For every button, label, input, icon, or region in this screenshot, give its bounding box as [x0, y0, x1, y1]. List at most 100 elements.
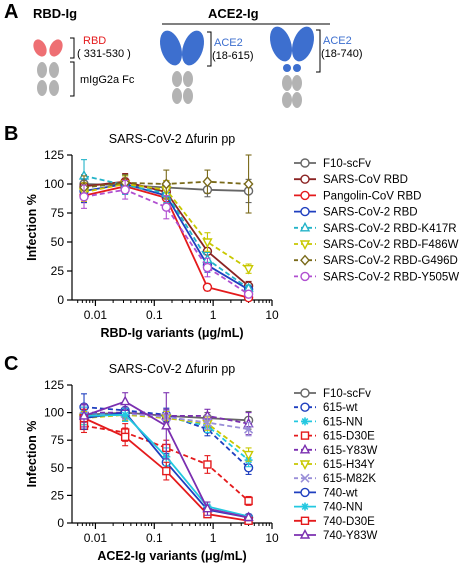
data-point: [120, 432, 130, 442]
legend: F10-scFv 615-wt 615-NN 615-D30E 615-Y83W 615-…: [294, 388, 377, 542]
legend-item: 740-NN: [294, 502, 363, 514]
legend-item: SARS-CoV-2 RBD-K417R: [294, 221, 457, 235]
data-point: [243, 450, 254, 461]
legend-label: SARS-CoV-2 RBD-G496D: [323, 255, 458, 267]
legend-item: Pangolin-CoV RBD: [294, 190, 421, 202]
legend-swatch-marker: [300, 516, 310, 525]
ace2-domain-right: [291, 26, 315, 62]
legend-item: SARS-CoV-2 RBD-Y505W: [294, 271, 459, 283]
panel-c-letter: C: [4, 353, 18, 375]
ace2-label-740: ACE2: [323, 35, 352, 47]
legend-item: 615-wt: [294, 402, 358, 414]
panel-a: A RBD-Ig ACE2-Ig RBD ( 331-530 ) mIgG2a …: [4, 1, 363, 108]
legend-label: SARS-CoV RBD: [323, 174, 408, 186]
fc-domain: [172, 71, 182, 87]
legend-label: SARS-CoV-2 RBD-Y505W: [323, 271, 459, 283]
data-point: [244, 424, 254, 434]
legend-swatch-marker: [300, 190, 310, 201]
rbd-bracket: [70, 37, 75, 59]
legend-label: Pangolin-CoV RBD: [323, 190, 421, 202]
fc-domain: [183, 71, 193, 87]
fc-domain: [37, 62, 47, 78]
legend-swatch-marker: [299, 460, 311, 470]
fc-label: mIgG2a Fc: [80, 74, 135, 86]
ace2-ig-740-molecule: ACE2 (18-740): [269, 26, 363, 108]
legend-item: SARS-CoV-2 RBD-F486W: [294, 239, 459, 251]
legend-item: 615-D30E: [294, 431, 375, 443]
ace2-ig-615-molecule: ACE2 (18-615): [159, 30, 254, 104]
y-axis-title: Infection %: [25, 421, 39, 488]
x-tick-label: 10: [265, 531, 279, 545]
rbd-ig-title: RBD-Ig: [33, 6, 77, 21]
data-point: [243, 289, 254, 299]
y-tick-label: 125: [44, 378, 64, 392]
legend-item: 615-NN: [294, 416, 363, 428]
legend-label: SARS-CoV-2 RBD-K417R: [323, 223, 457, 235]
legend-label: 740-Y83W: [323, 530, 377, 542]
legend-label: 615-H34Y: [323, 459, 375, 471]
data-point: [202, 282, 213, 292]
rbd-ig-molecule: RBD ( 331-530 ) mIgG2a Fc: [33, 35, 135, 97]
legend-swatch-marker: [300, 174, 310, 184]
fc-domain: [172, 88, 182, 104]
fc-domain: [37, 80, 47, 96]
legend-swatch-marker: [300, 388, 310, 398]
fc-domain: [282, 92, 292, 108]
data-point: [161, 202, 171, 212]
y-tick-label: 100: [44, 177, 64, 191]
y-tick-label: 50: [51, 461, 65, 475]
legend-swatch-marker: [300, 473, 310, 483]
legend-label: 615-D30E: [323, 431, 375, 443]
rbd-domain-right: [49, 39, 63, 57]
data-point: [244, 496, 253, 506]
data-point: [202, 238, 213, 248]
x-tick-label: 0.01: [84, 531, 108, 545]
legend-label: SARS-CoV-2 RBD: [323, 207, 418, 219]
legend-swatch-marker: [300, 206, 310, 217]
fc-domain: [183, 88, 193, 104]
y-tick-label: 100: [44, 406, 64, 420]
y-tick-label: 0: [57, 293, 64, 307]
data-point: [243, 178, 254, 190]
y-tick-label: 75: [51, 206, 65, 220]
ace2-range-740: (18-740): [321, 48, 363, 60]
collectrin-domain: [283, 64, 291, 72]
series-sars-cov-2-rbd-y505w: [79, 179, 254, 299]
y-tick-label: 50: [51, 235, 65, 249]
ace2-domain-right: [181, 30, 205, 66]
legend-swatch-marker: [299, 443, 311, 454]
legend-item: 615-H34Y: [294, 459, 375, 471]
data-point: [243, 511, 254, 522]
data-point: [78, 409, 90, 420]
legend-item: 740-Y83W: [294, 529, 377, 542]
legend-item: SARS-CoV-2 RBD-G496D: [294, 254, 458, 267]
ace2-740-bracket: [316, 29, 321, 73]
legend: F10-scFv SARS-CoV RBD Pangolin-CoV RBD SARS…: [294, 158, 459, 283]
legend-label: 615-NN: [323, 416, 363, 428]
fc-domain: [49, 62, 59, 78]
legend-item: SARS-CoV RBD: [294, 174, 408, 186]
x-tick-label: 1: [210, 308, 217, 322]
legend-swatch-marker: [300, 271, 310, 282]
legend-label: 615-wt: [323, 402, 358, 414]
series-sars-cov-2-rbd-g496d: [79, 154, 254, 214]
fc-domain: [292, 92, 302, 108]
data-point: [161, 178, 172, 190]
y-tick-label: 75: [51, 433, 65, 447]
fc-domain: [282, 75, 292, 91]
legend-swatch-marker: [299, 221, 311, 232]
panel-a-letter: A: [4, 1, 18, 23]
legend-item: 740-D30E: [294, 516, 375, 528]
legend-swatch-marker: [299, 240, 311, 250]
legend-label: 740-wt: [323, 487, 358, 499]
panel-b-chart: B SARS-CoV-2 Δfurin pp 0 25 50 75 100 125 0.01 0…: [4, 123, 459, 340]
legend-swatch-marker: [299, 529, 311, 539]
rbd-label: RBD: [83, 35, 106, 47]
data-point: [120, 185, 130, 195]
y-axis-title: Infection %: [25, 194, 39, 261]
legend-item: 615-M82K: [294, 473, 376, 485]
legend-swatch-marker: [300, 158, 310, 168]
legend-label: 740-NN: [323, 502, 363, 514]
data-point: [203, 460, 212, 469]
